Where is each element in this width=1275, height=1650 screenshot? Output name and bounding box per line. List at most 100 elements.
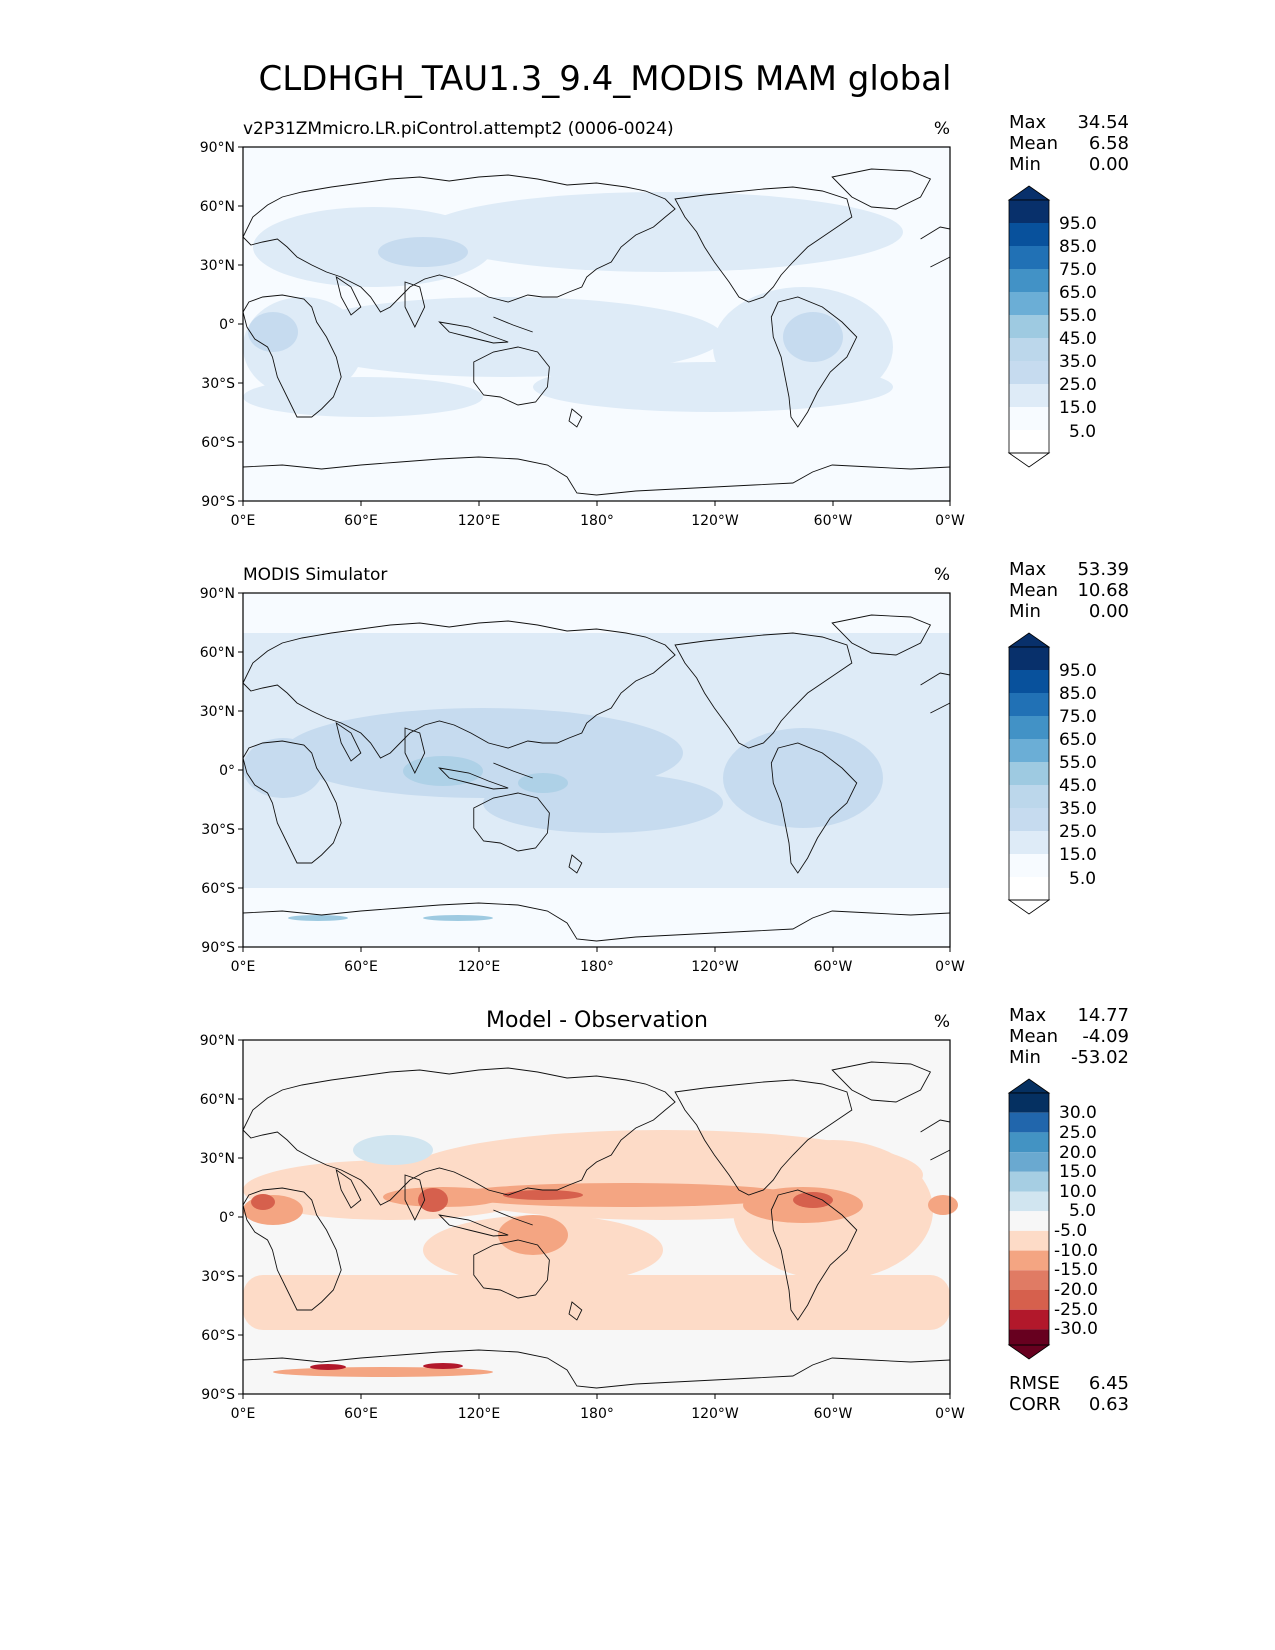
stat-label: Min <box>1009 601 1041 622</box>
stat-value: 0.00 <box>1089 154 1129 175</box>
colorbar-observation: 95.0 85.0 75.0 65.0 55.0 45.0 35.0 25.0 … <box>1007 632 1097 915</box>
colorbar-label: 65.0 <box>1059 283 1097 303</box>
y-axis: 90°N 60°N 30°N 0° 30°S 60°S 90°S <box>200 1033 243 1403</box>
panel-title: Model - Observation <box>486 1008 708 1033</box>
colorbar-label: 65.0 <box>1059 730 1097 750</box>
stat-label: RMSE <box>1009 1373 1060 1394</box>
y-tick-label: 90°N <box>200 586 235 602</box>
map-area <box>242 1039 958 1395</box>
y-tick-label: 0° <box>219 763 235 779</box>
stats-panel-observation: Max 53.39 Mean 10.68 Min 0.00 <box>1009 559 1129 622</box>
x-tick-label: 0°E <box>231 959 256 975</box>
colorbar-label: 85.0 <box>1059 684 1097 704</box>
x-axis: 0°E 60°E 120°E 180° 120°W 60°W 0°W <box>231 1394 965 1422</box>
y-tick-label: 30°S <box>201 1269 235 1285</box>
colorbar-label: 25.0 <box>1059 375 1097 395</box>
colorbar-label: -15.0 <box>1054 1260 1098 1280</box>
map-area <box>242 592 951 948</box>
x-tick-label: 120°W <box>691 1406 739 1422</box>
colorbar-label: -30.0 <box>1054 1319 1098 1339</box>
x-tick-label: 180° <box>580 513 614 529</box>
colorbar-label: 20.0 <box>1059 1143 1097 1163</box>
stat-value: 6.45 <box>1089 1373 1129 1394</box>
x-tick-label: 120°E <box>458 959 501 975</box>
colorbar-label: 75.0 <box>1059 707 1097 727</box>
stat-label: Min <box>1009 1047 1041 1068</box>
figure-title: CLDHGH_TAU1.3_9.4_MODIS MAM global <box>259 59 952 99</box>
stat-value: 10.68 <box>1077 580 1129 601</box>
colorbar-label: 5.0 <box>1069 869 1096 889</box>
stats-panel-model: Max 34.54 Mean 6.58 Min 0.00 <box>1009 112 1129 175</box>
y-tick-label: 60°S <box>201 435 235 451</box>
colorbar-label: -10.0 <box>1054 1241 1098 1261</box>
y-tick-label: 60°N <box>200 1092 235 1108</box>
stat-value: -53.02 <box>1071 1047 1129 1068</box>
x-tick-label: 180° <box>580 959 614 975</box>
colorbar-label: 25.0 <box>1059 822 1097 842</box>
extra-stats-difference: RMSE 6.45 CORR 0.63 <box>1009 1373 1129 1415</box>
y-tick-label: 30°N <box>200 704 235 720</box>
y-axis: 90°N 60°N 30°N 0° 30°S 60°S 90°S <box>200 140 243 510</box>
colorbar-label: 5.0 <box>1069 1201 1096 1221</box>
colorbar-label: -25.0 <box>1054 1300 1098 1320</box>
x-tick-label: 120°W <box>691 959 739 975</box>
colorbar-model: 95.0 85.0 75.0 65.0 55.0 45.0 35.0 25.0 … <box>1007 185 1097 468</box>
stat-value: 0.00 <box>1089 601 1129 622</box>
y-tick-label: 90°S <box>201 494 235 510</box>
y-tick-label: 30°S <box>201 376 235 392</box>
colorbar-label: 75.0 <box>1059 260 1097 280</box>
stat-label: Max <box>1009 1005 1047 1026</box>
y-tick-label: 30°N <box>200 258 235 274</box>
colorbar-label: 5.0 <box>1069 422 1096 442</box>
x-axis: 0°E 60°E 120°E 180° 120°W 60°W 0°W <box>231 501 965 529</box>
stat-label: Mean <box>1009 580 1058 601</box>
colorbar-label: 10.0 <box>1059 1182 1097 1202</box>
panel-model: v2P31ZMmicro.LR.piControl.attempt2 (0006… <box>200 119 965 529</box>
stat-label: Max <box>1009 112 1047 133</box>
y-tick-label: 90°S <box>201 940 235 956</box>
x-tick-label: 0°W <box>935 1406 965 1422</box>
stat-value: 0.63 <box>1089 1394 1129 1415</box>
colorbar-label: 85.0 <box>1059 237 1097 257</box>
colorbar-label: 45.0 <box>1059 329 1097 349</box>
y-tick-label: 30°S <box>201 822 235 838</box>
y-tick-label: 60°S <box>201 881 235 897</box>
colorbar-label: 95.0 <box>1059 214 1097 234</box>
units-label: % <box>934 565 950 585</box>
stats-panel-difference: Max 14.77 Mean -4.09 Min -53.02 <box>1009 1005 1129 1068</box>
x-tick-label: 0°E <box>231 513 256 529</box>
x-tick-label: 0°W <box>935 959 965 975</box>
x-tick-label: 60°E <box>344 1406 378 1422</box>
panel-title: MODIS Simulator <box>243 565 387 585</box>
panel-title: v2P31ZMmicro.LR.piControl.attempt2 (0006… <box>243 119 674 139</box>
colorbar-label: 55.0 <box>1059 753 1097 773</box>
map-area <box>242 146 951 502</box>
y-tick-label: 0° <box>219 1210 235 1226</box>
stat-label: Min <box>1009 154 1041 175</box>
stat-value: 53.39 <box>1077 559 1129 580</box>
x-tick-label: 60°W <box>814 1406 853 1422</box>
units-label: % <box>934 119 950 139</box>
stat-value: 34.54 <box>1077 112 1129 133</box>
colorbar-label: 15.0 <box>1059 1162 1097 1182</box>
units-label: % <box>934 1012 950 1032</box>
x-tick-label: 0°E <box>231 1406 256 1422</box>
panel-observation: MODIS Simulator % <box>200 565 965 975</box>
colorbar-label: -5.0 <box>1054 1221 1087 1241</box>
x-tick-label: 0°W <box>935 513 965 529</box>
colorbar-label: 25.0 <box>1059 1123 1097 1143</box>
y-tick-label: 60°S <box>201 1328 235 1344</box>
colorbar-label: 95.0 <box>1059 661 1097 681</box>
x-tick-label: 60°E <box>344 513 378 529</box>
y-tick-label: 30°N <box>200 1151 235 1167</box>
y-tick-label: 90°S <box>201 1387 235 1403</box>
x-tick-label: 180° <box>580 1406 614 1422</box>
stat-value: 6.58 <box>1089 133 1129 154</box>
x-tick-label: 60°E <box>344 959 378 975</box>
y-tick-label: 90°N <box>200 1033 235 1049</box>
stat-value: 14.77 <box>1077 1005 1129 1026</box>
y-tick-label: 90°N <box>200 140 235 156</box>
x-tick-label: 120°E <box>458 1406 501 1422</box>
stat-label: Mean <box>1009 1026 1058 1047</box>
